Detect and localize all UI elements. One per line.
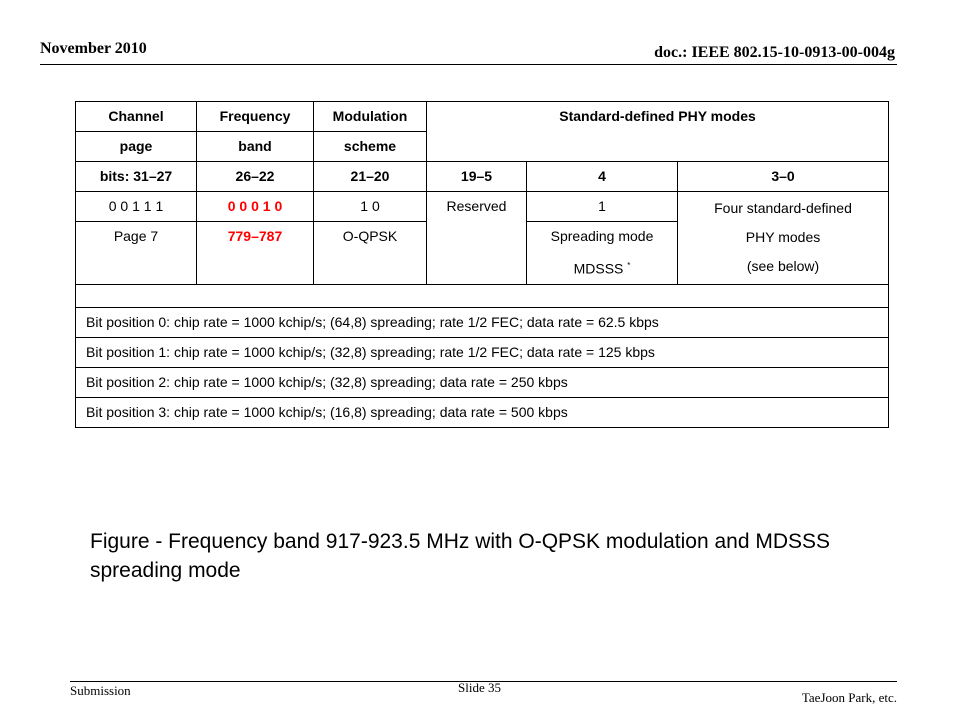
bit-row-0: Bit position 0: chip rate = 1000 kchip/s… bbox=[74, 306, 890, 338]
footer-rule bbox=[70, 681, 897, 682]
bit-desc-2: Bit position 2: chip rate = 1000 kchip/s… bbox=[74, 366, 890, 398]
empty-cell bbox=[74, 283, 890, 308]
four-modes-line-1: Four standard-defined bbox=[714, 200, 852, 217]
footer-slide-number: Slide 35 bbox=[458, 680, 501, 695]
th-frequency-2: band bbox=[196, 131, 314, 162]
th-modulation-2: scheme bbox=[313, 131, 427, 162]
cell-reserved: Reserved bbox=[426, 191, 527, 285]
th-channel-1: Channel bbox=[75, 101, 197, 132]
cell-frequency-range: 779–787 bbox=[196, 221, 314, 285]
empty-row bbox=[74, 283, 890, 308]
th-frequency-1: Frequency bbox=[196, 101, 314, 132]
header-row-3: bits: 31–27 26–22 21–20 19–5 4 3–0 bbox=[75, 161, 890, 192]
header-row-1: Channel Frequency Modulation Standard-de… bbox=[75, 101, 890, 162]
cell-channel-bits: 0 0 1 1 1 bbox=[75, 191, 197, 222]
th-channel-bits: bits: 31–27 bbox=[75, 161, 197, 192]
cell-four-modes: Four standard-defined PHY modes (see bel… bbox=[676, 191, 890, 285]
bit-desc-0: Bit position 0: chip rate = 1000 kchip/s… bbox=[74, 306, 890, 338]
bit-desc-1: Bit position 1: chip rate = 1000 kchip/s… bbox=[74, 336, 890, 368]
footer-author: TaeJoon Park, etc. bbox=[801, 690, 897, 705]
figure-caption: Figure - Frequency band 917-923.5 MHz wi… bbox=[90, 530, 831, 582]
cell-modulation-name: O-QPSK bbox=[313, 221, 427, 285]
bit-row-2: Bit position 2: chip rate = 1000 kchip/s… bbox=[74, 366, 890, 398]
th-modulation-bits: 21–20 bbox=[313, 161, 427, 192]
four-modes-line-3: (see below) bbox=[746, 258, 820, 275]
th-bit-4: 4 bbox=[526, 161, 678, 192]
th-frequency-bits: 26–22 bbox=[196, 161, 314, 192]
bit-row-1: Bit position 1: chip rate = 1000 kchip/s… bbox=[74, 336, 890, 368]
cell-spreading-mode: Spreading mode MDSSS * bbox=[526, 221, 678, 285]
cell-page: Page 7 bbox=[75, 221, 197, 285]
th-bits-19-5: 19–5 bbox=[426, 161, 527, 192]
four-modes-line-2: PHY modes bbox=[745, 229, 821, 246]
th-bits-3-0: 3–0 bbox=[676, 161, 890, 192]
th-modulation-1: Modulation bbox=[313, 101, 427, 132]
header-rule bbox=[40, 64, 897, 65]
th-channel-2: page bbox=[75, 131, 197, 162]
footer-submission: Submission bbox=[70, 683, 131, 698]
mdsss-label: MDSSS bbox=[573, 260, 624, 277]
footnote-asterisk: * bbox=[627, 261, 631, 270]
spreading-mode-line-1: Spreading mode bbox=[550, 228, 654, 244]
bit-desc-3: Bit position 3: chip rate = 1000 kchip/s… bbox=[74, 396, 890, 428]
bit-row-3: Bit position 3: chip rate = 1000 kchip/s… bbox=[74, 396, 890, 428]
header-date: November 2010 bbox=[40, 40, 147, 57]
th-standard-modes: Standard-defined PHY modes bbox=[425, 101, 890, 162]
phy-mode-table: Channel Frequency Modulation Standard-de… bbox=[74, 101, 890, 428]
header-doc-id: doc.: IEEE 802.15-10-0913-00-004g bbox=[654, 44, 895, 61]
cell-bit4-value: 1 bbox=[526, 191, 678, 222]
header-row-2: page band scheme bbox=[75, 131, 889, 162]
data-row-bits: 0 0 1 1 1 0 0 0 1 0 1 0 Reserved 1 Four … bbox=[75, 191, 890, 285]
cell-modulation-bits: 1 0 bbox=[313, 191, 427, 222]
cell-frequency-bits: 0 0 0 1 0 bbox=[196, 191, 314, 222]
spreading-mode-line-2: MDSSS * bbox=[527, 251, 677, 284]
